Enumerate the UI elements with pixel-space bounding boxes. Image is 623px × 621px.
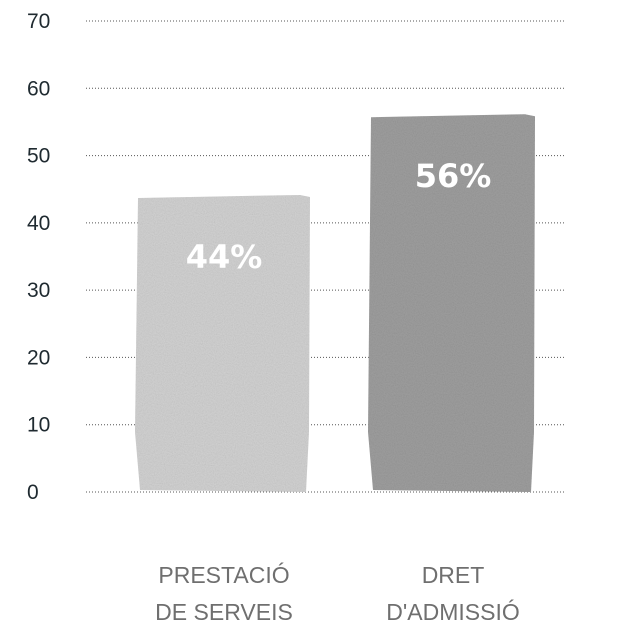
bar xyxy=(368,114,535,492)
y-tick-label: 30 xyxy=(27,279,50,302)
y-tick-label: 70 xyxy=(27,10,50,33)
y-tick-label: 20 xyxy=(27,346,50,369)
bars xyxy=(135,114,535,492)
data-label: 44% xyxy=(186,238,263,276)
y-tick-label: 0 xyxy=(27,481,39,504)
y-axis-ticks: 0 10 20 30 40 50 60 70 xyxy=(27,10,50,504)
x-category-label: D'ADMISSIÓ xyxy=(386,599,519,621)
data-label: 56% xyxy=(415,157,492,195)
y-tick-label: 60 xyxy=(27,77,50,100)
bar xyxy=(135,194,310,492)
x-axis-categories: PRESTACIÓ DE SERVEIS DRET D'ADMISSIÓ xyxy=(155,562,520,621)
x-category-label: DE SERVEIS xyxy=(155,599,293,621)
x-category-label: DRET xyxy=(422,562,485,588)
y-tick-label: 10 xyxy=(27,414,50,437)
y-tick-label: 50 xyxy=(27,145,50,168)
y-tick-label: 40 xyxy=(27,212,50,235)
data-labels: 44% 56% xyxy=(186,157,492,276)
x-category-label: PRESTACIÓ xyxy=(158,562,289,588)
